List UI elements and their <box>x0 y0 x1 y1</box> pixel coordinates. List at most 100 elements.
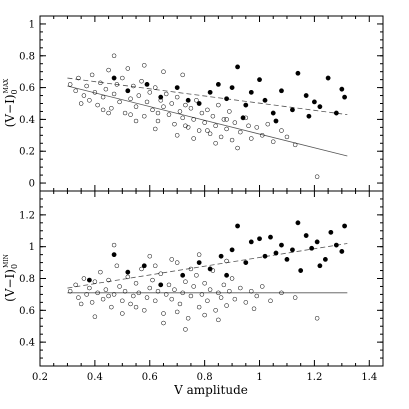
data-point-open <box>98 269 103 275</box>
data-point-open <box>169 101 174 106</box>
data-point-open <box>314 174 320 179</box>
y-tick-label: 1.2 <box>19 210 35 221</box>
data-point-open <box>147 285 153 291</box>
data-point-filled <box>322 257 328 262</box>
data-point-open <box>249 288 254 294</box>
data-point-filled <box>257 77 262 83</box>
data-point-filled <box>144 82 150 87</box>
data-point-open <box>111 53 117 59</box>
data-point-open <box>73 88 78 94</box>
data-point-open <box>152 298 158 304</box>
data-point-open <box>92 90 98 95</box>
data-point-open <box>128 112 133 117</box>
data-point-open <box>161 104 166 109</box>
data-point-open <box>177 301 183 307</box>
data-point-open <box>144 295 150 300</box>
top-fit-lines <box>67 77 348 157</box>
bottom-y-tick-labels: 0.4 0.6 0.8 1 1.2 <box>19 210 35 348</box>
data-point-open <box>199 292 205 297</box>
data-point-open <box>67 82 73 87</box>
data-point-open <box>120 311 125 316</box>
data-point-filled <box>339 249 345 254</box>
data-point-filled <box>111 75 117 81</box>
top-y-tick-labels: 0 0.2 0.4 0.6 0.8 1 <box>19 19 35 189</box>
data-point-open <box>229 276 235 281</box>
data-point-open <box>279 128 284 133</box>
data-point-open <box>147 90 153 95</box>
data-point-open <box>131 293 136 299</box>
data-point-open <box>133 304 139 310</box>
data-point-open <box>260 284 265 289</box>
data-point-filled <box>224 96 229 102</box>
data-point-open <box>180 290 185 296</box>
data-point-open <box>205 298 210 304</box>
data-point-open <box>106 110 111 116</box>
data-point-filled <box>235 223 240 229</box>
data-point-open <box>109 304 114 310</box>
y-tick-label: 0.4 <box>19 338 35 349</box>
data-point-open <box>196 252 202 257</box>
data-point-open <box>161 320 166 326</box>
data-point-filled <box>317 263 323 269</box>
data-point-open <box>174 133 180 138</box>
data-point-open <box>144 99 150 105</box>
data-point-filled <box>342 94 347 100</box>
data-point-filled <box>174 85 180 90</box>
data-point-open <box>207 287 213 292</box>
data-point-open <box>202 120 207 125</box>
data-point-filled <box>158 282 164 288</box>
x-tick-label: 0.4 <box>87 372 103 383</box>
data-point-open <box>169 257 174 262</box>
data-point-filled <box>185 97 191 103</box>
data-point-open <box>191 136 196 141</box>
data-point-filled <box>311 99 317 105</box>
data-point-open <box>191 284 196 289</box>
data-point-open <box>163 91 169 97</box>
data-point-open <box>133 118 139 124</box>
data-point-filled <box>248 89 254 95</box>
data-point-open <box>254 293 260 299</box>
data-point-open <box>150 277 155 283</box>
data-point-open <box>103 86 109 92</box>
data-point-open <box>133 104 139 109</box>
data-point-open <box>227 288 232 294</box>
bottom-y-axis-title-sub: 0 <box>10 264 19 269</box>
data-point-open <box>183 327 188 332</box>
y-tick-label: 0.8 <box>19 274 35 285</box>
top-y-axis-title-main: (V−I) <box>3 95 17 128</box>
data-point-filled <box>273 250 279 256</box>
data-point-filled <box>207 266 213 272</box>
data-point-open <box>106 277 111 283</box>
data-point-open <box>188 106 194 111</box>
data-point-open <box>152 85 158 90</box>
data-point-filled <box>196 260 202 265</box>
data-point-open <box>111 292 117 297</box>
x-axis-title: V amplitude <box>173 383 248 397</box>
data-point-open <box>188 266 194 272</box>
data-point-filled <box>314 239 320 245</box>
data-point-filled <box>111 252 117 258</box>
data-point-filled <box>257 236 262 242</box>
data-point-open <box>81 93 87 98</box>
data-point-open <box>122 110 128 116</box>
data-point-filled <box>284 257 290 262</box>
bottom-fit-lines <box>67 243 348 294</box>
data-point-filled <box>290 107 295 113</box>
data-point-open <box>150 107 155 113</box>
x-tick-label: 0.6 <box>142 372 158 383</box>
data-point-open <box>270 139 276 144</box>
data-point-open <box>183 123 188 129</box>
data-point-filled <box>268 234 273 240</box>
top-y-axis-title-sup: MAX <box>3 78 10 93</box>
data-point-open <box>265 121 271 127</box>
bottom-y-axis-title: (V−I)0MIN <box>3 254 19 302</box>
data-point-filled <box>215 82 221 87</box>
data-point-open <box>78 301 84 307</box>
data-point-filled <box>229 247 235 253</box>
data-point-open <box>221 117 227 122</box>
x-tick-label: 0.2 <box>32 372 48 383</box>
data-point-open <box>117 99 122 105</box>
data-point-open <box>174 94 180 100</box>
data-point-open <box>100 107 106 113</box>
bottom-x-tick-labels: 0.2 0.4 0.6 0.8 1 1.2 1.4 <box>32 372 377 383</box>
